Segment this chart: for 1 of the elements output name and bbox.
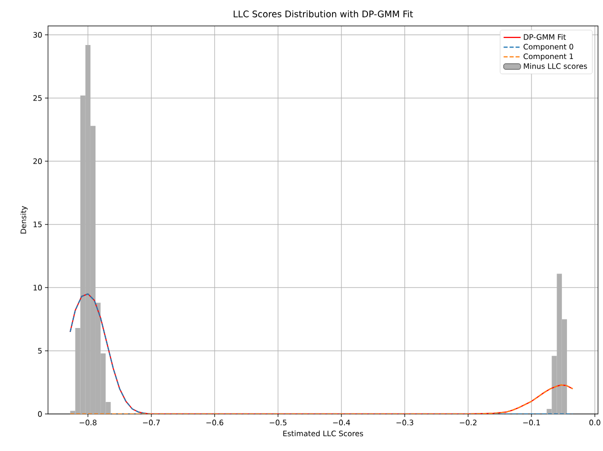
chart-title: LLC Scores Distribution with DP-GMM Fit	[234, 10, 413, 18]
